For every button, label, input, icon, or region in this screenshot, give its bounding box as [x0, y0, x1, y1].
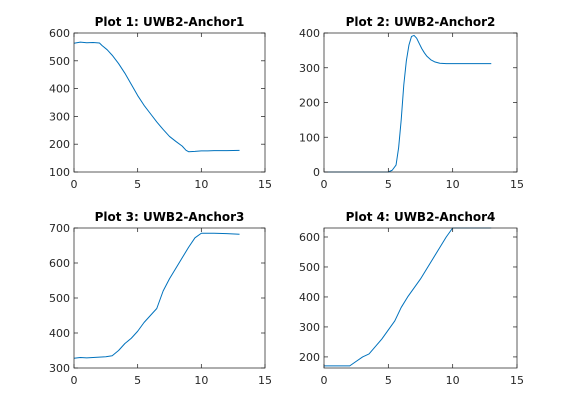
subplot-1: 0 5 10 15 100 200 300 400 500 600 Plot 1: UWB2-Anc…: [49, 15, 272, 191]
y-tick-label: 300: [299, 321, 320, 334]
axes-frame: [73, 227, 266, 369]
series-line-3-1: [73, 232, 240, 359]
subplot-3: 0 5 10 15 300 400 500 600 700 Plot 3: UWB2-Anchor…: [49, 210, 272, 387]
x-tick-label: 5: [385, 178, 392, 191]
y-tick-label: 0: [313, 166, 320, 179]
series-line-4-1: [324, 227, 492, 367]
y-tick-label: 700: [49, 222, 70, 235]
y-tick-label: 200: [49, 138, 70, 151]
x-tick-label: 10: [446, 374, 460, 387]
x-tick-label: 5: [134, 178, 141, 191]
y-tick-label: 100: [49, 166, 70, 179]
x-tick-label: 10: [194, 374, 208, 387]
y-tick-label: 500: [49, 292, 70, 305]
y-tick-label: 100: [299, 131, 320, 144]
x-tick-label: 15: [510, 178, 524, 191]
x-tick-label: 15: [258, 374, 272, 387]
y-tick-label: 300: [299, 62, 320, 75]
plot-title: Plot 1: UWB2-Anchor1: [95, 15, 245, 29]
x-tick-label: 10: [194, 178, 208, 191]
y-tick-label: 400: [299, 27, 320, 40]
x-tick-label: 0: [321, 374, 328, 387]
y-tick-label: 200: [299, 97, 320, 110]
y-tick-label: 400: [49, 83, 70, 96]
plot-title: Plot 4: UWB2-Anchor4: [346, 210, 496, 224]
subplot-2: 0 5 10 15 0 100 200 300 400 Plot 2: UWB2-Anchor2: [299, 15, 524, 191]
axes-frame: [73, 32, 266, 173]
y-tick-label: 500: [299, 261, 320, 274]
plot-title: Plot 2: UWB2-Anchor2: [346, 15, 496, 29]
x-tick-label: 15: [258, 178, 272, 191]
y-tick-label: 400: [49, 327, 70, 340]
series-line-2-1: [324, 34, 492, 173]
y-tick-label: 600: [49, 257, 70, 270]
x-tick-label: 0: [71, 374, 78, 387]
x-tick-label: 5: [385, 374, 392, 387]
y-tick-label: 600: [49, 27, 70, 40]
y-tick-label: 300: [49, 110, 70, 123]
y-tick-label: 500: [49, 55, 70, 68]
x-tick-label: 15: [510, 374, 524, 387]
x-tick-label: 0: [321, 178, 328, 191]
y-tick-label: 300: [49, 362, 70, 375]
x-tick-label: 10: [446, 178, 460, 191]
series-line-1-1: [73, 41, 240, 153]
subplot-4: 0 5 10 15 200 300 400 500 600 Plot 4: UWB2-Anchor…: [299, 210, 524, 387]
y-tick-label: 200: [299, 351, 320, 364]
axes-frame: [323, 32, 518, 173]
y-tick-label: 600: [299, 231, 320, 244]
x-tick-label: 0: [71, 178, 78, 191]
axes-frame: [323, 227, 518, 369]
x-tick-label: 5: [134, 374, 141, 387]
plot-title: Plot 3: UWB2-Anchor3: [95, 210, 245, 224]
y-tick-label: 400: [299, 291, 320, 304]
